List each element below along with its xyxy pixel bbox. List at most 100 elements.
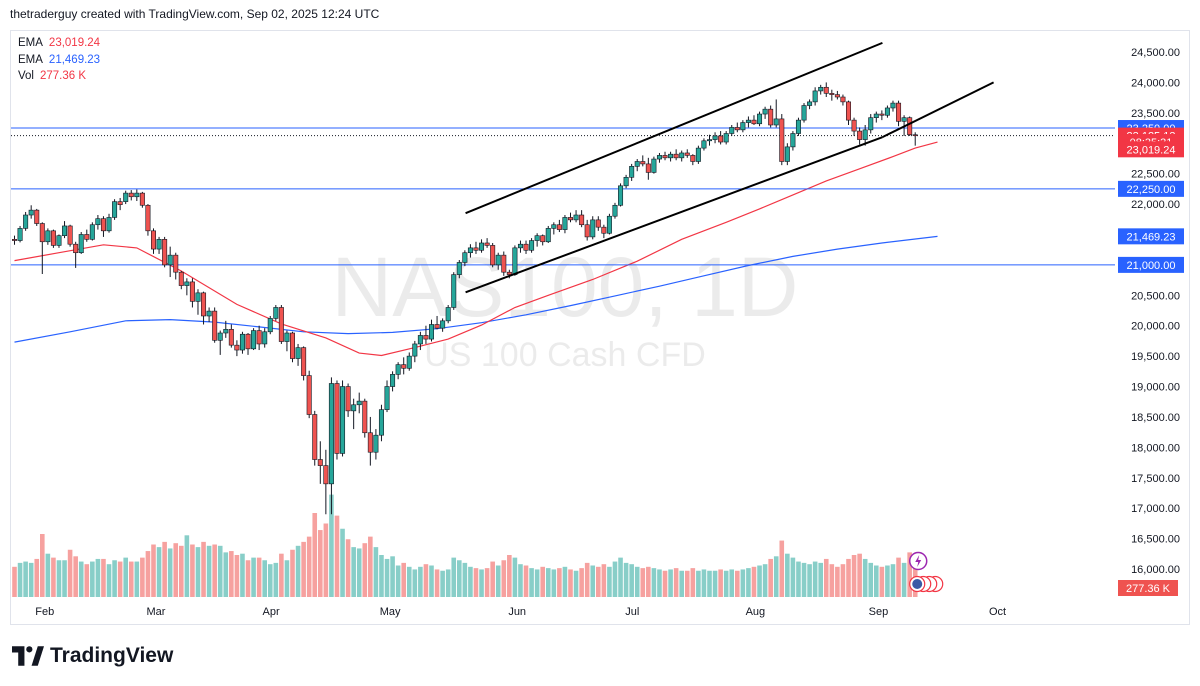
volume-bar	[696, 570, 701, 597]
candle-up	[612, 204, 618, 217]
y-tick-label: 18,500.00	[1131, 412, 1180, 424]
candle-down	[595, 219, 601, 228]
candle-up	[440, 320, 446, 329]
volume-bar	[312, 513, 318, 597]
y-tick-label: 16,000.00	[1131, 564, 1180, 576]
volume-bar	[707, 570, 712, 597]
volume-bar	[551, 569, 557, 597]
volume-bar	[495, 565, 501, 597]
volume-bar	[284, 560, 290, 597]
volume-bar	[718, 569, 723, 597]
candle-down	[907, 117, 913, 136]
y-tick-label: 23,500.00	[1131, 108, 1180, 120]
volume-bar	[184, 535, 190, 597]
legend-ema-fast[interactable]: EMA 23,019.24	[18, 35, 100, 52]
volume-bar	[112, 560, 117, 597]
volume-bar	[684, 570, 690, 597]
volume-bar	[206, 545, 212, 597]
volume-bar	[657, 569, 662, 597]
volume-bar	[40, 534, 45, 597]
volume-bar	[156, 547, 162, 597]
y-tick-label: 22,000.00	[1131, 199, 1180, 211]
candle-up	[267, 318, 273, 333]
candle-down	[289, 332, 295, 359]
volume-bar	[78, 561, 84, 597]
candle-down	[151, 230, 157, 250]
volume-bar	[807, 564, 812, 597]
candle-up	[445, 307, 451, 322]
volume-bar	[128, 561, 134, 597]
candle-down	[851, 119, 857, 132]
candle-down	[718, 135, 724, 143]
volume-bar	[167, 548, 173, 597]
candle-down	[256, 330, 262, 345]
legend-ema-slow[interactable]: EMA 21,469.23	[18, 52, 100, 69]
y-tick-label: 24,000.00	[1131, 77, 1180, 89]
volume-bar	[901, 562, 907, 597]
y-tick-label: 19,500.00	[1131, 351, 1180, 363]
volume-bar	[306, 536, 312, 597]
volume-bar	[490, 561, 495, 597]
candle-down	[39, 223, 45, 243]
candle-up	[668, 153, 674, 159]
volume-bar	[773, 556, 779, 597]
candle-up	[795, 119, 801, 134]
tradingview-logo[interactable]: TradingView	[12, 644, 173, 668]
candle-down	[212, 310, 218, 341]
legend-volume[interactable]: Vol 277.36 K	[18, 68, 100, 85]
candle-up	[62, 225, 68, 236]
candle-up	[634, 161, 640, 167]
candle-up	[134, 192, 140, 198]
volume-bar	[256, 557, 262, 597]
volume-bar	[151, 544, 156, 597]
volume-bar	[440, 570, 445, 597]
candle-up	[623, 176, 629, 187]
candle-up	[412, 343, 418, 357]
candle-up	[406, 355, 412, 369]
ema-fast-line	[14, 141, 938, 357]
volume-bar	[757, 565, 762, 597]
volume-bar	[673, 568, 679, 597]
candle-up	[95, 218, 101, 226]
candle-down	[823, 86, 829, 94]
y-tick-label: 17,500.00	[1131, 473, 1180, 485]
y-tick-label: 20,500.00	[1131, 290, 1180, 302]
candle-down	[768, 108, 774, 126]
volume-bar	[818, 562, 823, 597]
volume-bar	[273, 562, 279, 597]
candle-up	[884, 107, 890, 116]
volume-bar	[829, 564, 835, 597]
legend-volume-value: 277.36 K	[40, 70, 87, 82]
candle-up	[295, 347, 301, 359]
volume-bar	[229, 551, 234, 597]
volume-bar	[212, 544, 217, 597]
volume-bar	[434, 569, 440, 597]
x-tick-label: Jun	[508, 606, 526, 618]
volume-bar	[623, 562, 629, 597]
candle-up	[417, 335, 423, 345]
indicator-legend: EMA 23,019.24 EMA 21,469.23 Vol 277.36 K	[18, 35, 100, 85]
candle-up	[23, 214, 29, 229]
candle-up	[890, 102, 896, 109]
volume-bar	[857, 553, 862, 597]
volume-bar	[90, 561, 95, 597]
tradingview-logo-icon	[12, 646, 44, 666]
volume-bar	[429, 565, 434, 597]
volume-bar	[812, 561, 818, 597]
candle-down	[829, 93, 835, 95]
volume-badge-text: 277.36 K	[1126, 583, 1171, 595]
candle-down	[201, 292, 207, 317]
tradingview-logo-text: TradingView	[50, 644, 174, 667]
volume-bar	[835, 566, 840, 597]
candle-down	[840, 96, 846, 103]
candle-down	[312, 414, 318, 460]
candle-down	[845, 101, 851, 121]
volume-bar	[890, 564, 896, 597]
volume-bar	[846, 558, 851, 597]
candle-down	[173, 254, 179, 273]
x-tick-label: Aug	[746, 606, 766, 618]
volume-bar	[451, 557, 457, 597]
volume-bar	[84, 564, 90, 597]
volume-bar	[117, 561, 123, 597]
